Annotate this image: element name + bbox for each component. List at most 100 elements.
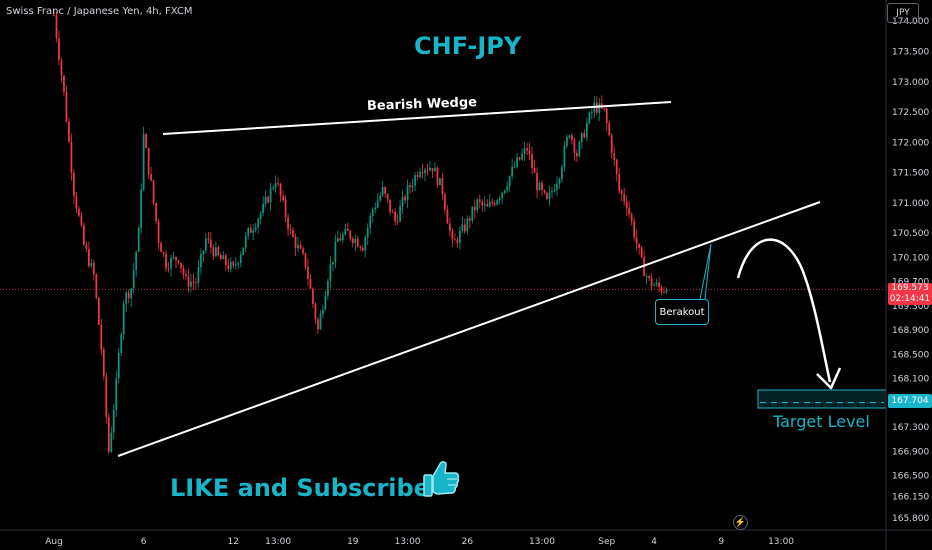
candle-body (217, 247, 220, 256)
candle (576, 149, 578, 162)
candle (242, 247, 245, 256)
candle (125, 290, 128, 312)
candle-body (187, 276, 190, 287)
candle-body (107, 416, 110, 452)
candle-body (394, 212, 396, 222)
candle (140, 183, 143, 234)
candle-body (566, 137, 568, 147)
candle (162, 251, 165, 258)
candle-body (147, 148, 150, 175)
candle-body (137, 227, 140, 252)
candle-body (341, 234, 344, 241)
candle (172, 251, 175, 261)
candle (660, 285, 663, 295)
candle-body (638, 243, 641, 248)
candle-body (117, 353, 120, 379)
candle-body (603, 108, 606, 110)
price-axis: 174.000173.500173.000172.500172.000171.5… (885, 0, 929, 550)
candle-body (371, 209, 374, 216)
candle-body (456, 239, 459, 243)
candle (608, 120, 611, 137)
candle-body (284, 199, 287, 218)
candle-body (195, 282, 197, 284)
candle-body (458, 230, 461, 243)
candle (538, 180, 541, 191)
candle-body (541, 182, 543, 191)
candle-body (112, 409, 115, 433)
lightning-icon[interactable]: ⚡ (733, 515, 748, 530)
candle-body (588, 112, 591, 124)
candle-body (92, 262, 95, 275)
currency-button[interactable]: JPY (887, 3, 919, 23)
candle-body (501, 192, 504, 199)
candle-body (429, 167, 431, 171)
candle-body (227, 264, 230, 270)
candle (580, 132, 583, 149)
candle (317, 317, 319, 335)
candle-body (620, 190, 623, 194)
candle (322, 305, 324, 319)
candle-body (127, 292, 130, 299)
price-tick-label: 171.000 (892, 199, 929, 209)
candle (284, 195, 287, 223)
candle (122, 300, 125, 341)
candle-body (115, 378, 118, 410)
candle-body (277, 183, 279, 185)
candle-body (461, 224, 464, 231)
candle (439, 177, 441, 186)
chart-title: CHF-JPY (414, 32, 522, 60)
candle-body (346, 228, 349, 231)
candle (476, 197, 479, 214)
candle-body (214, 247, 217, 257)
candle (254, 222, 257, 233)
price-tick-label: 170.500 (892, 229, 929, 239)
candle (312, 287, 314, 309)
candle (478, 194, 481, 209)
candle-body (219, 255, 222, 260)
price-tick-label: 169.300 (892, 302, 929, 312)
candle-body (73, 172, 75, 196)
candle-body (97, 297, 100, 325)
candle-body (105, 376, 108, 417)
candle (645, 273, 648, 285)
candle-body (585, 123, 588, 138)
candle (272, 184, 274, 191)
candle-body (655, 282, 658, 285)
candle-body (247, 227, 250, 237)
price-tick-label: 168.500 (892, 350, 929, 360)
symbol-info: Swiss Franc / Japanese Yen, 4h, FXCM (6, 6, 193, 17)
candle-body (391, 211, 394, 213)
candle-body (224, 255, 227, 265)
candle-body (257, 219, 260, 228)
time-tick-label: 26 (462, 537, 474, 547)
candle (209, 232, 212, 254)
candle (217, 245, 220, 257)
candle-body (289, 229, 292, 231)
candle (468, 215, 471, 229)
candle (185, 269, 187, 280)
candle (299, 241, 302, 250)
candle-body (444, 194, 446, 210)
candle (406, 179, 409, 208)
candle (546, 191, 548, 200)
candle (508, 175, 511, 192)
candle-body (60, 60, 63, 76)
candle-body (374, 207, 377, 210)
candle-body (259, 213, 262, 220)
candle (222, 250, 225, 260)
candle (269, 182, 272, 211)
candle-body (486, 204, 489, 207)
candle (376, 193, 379, 209)
candle-body (175, 256, 177, 261)
price-tick-label: 168.100 (892, 375, 929, 385)
candle-body (468, 218, 471, 221)
candle (329, 256, 332, 289)
candle (155, 202, 157, 225)
candle-body (516, 157, 518, 167)
candle-body (205, 238, 207, 251)
candle-body (376, 200, 379, 208)
price-tick-label: 172.000 (892, 138, 929, 148)
candle-body (165, 253, 167, 269)
candle (493, 200, 496, 207)
